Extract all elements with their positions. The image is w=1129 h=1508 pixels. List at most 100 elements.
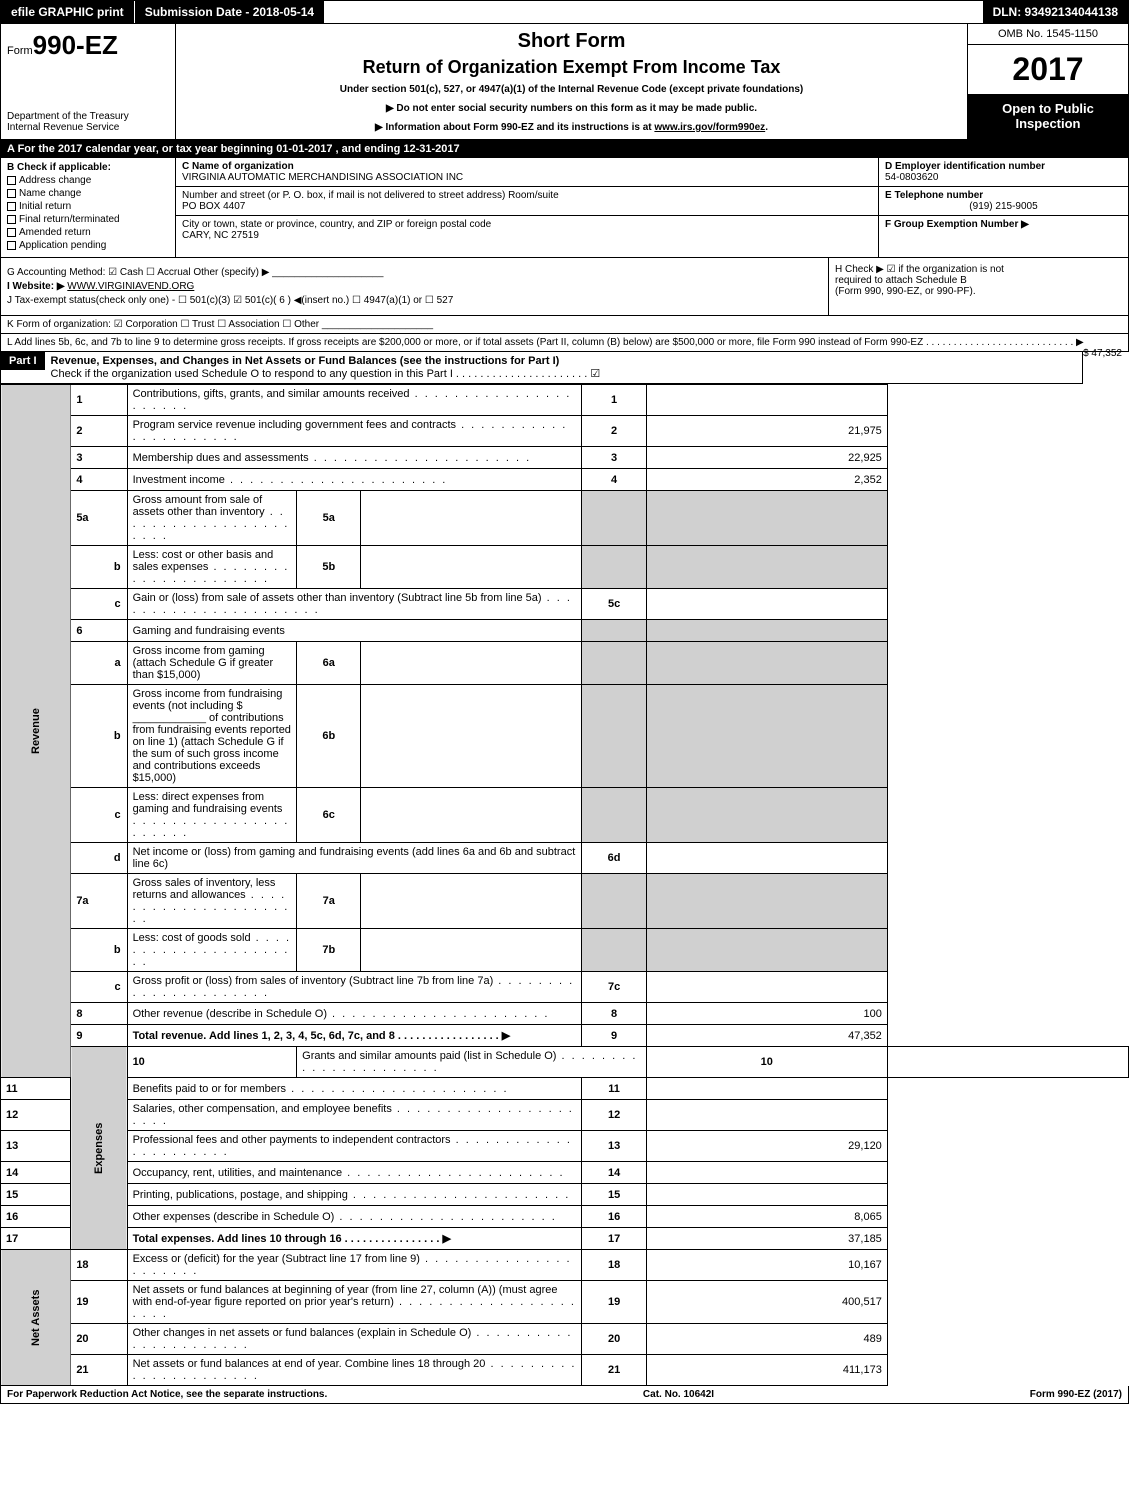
part1-header-row: Part I Revenue, Expenses, and Changes in…	[0, 352, 1083, 384]
col-b-checkboxes: B Check if applicable: Address change Na…	[1, 158, 176, 257]
h-line-3: (Form 990, 990-EZ, or 990-PF).	[835, 286, 1122, 297]
form-prefix: Form	[7, 45, 33, 57]
line-3: 3 Membership dues and assessments 3 22,9…	[1, 447, 1129, 469]
f-label: F Group Exemption Number ▶	[885, 219, 1029, 230]
i-website: I Website: ▶ WWW.VIRGINIAVEND.ORG	[7, 281, 822, 292]
c-street-val: PO BOX 4407	[182, 201, 245, 212]
i-label: I Website: ▶	[7, 281, 65, 292]
col-c: C Name of organization VIRGINIA AUTOMATI…	[176, 158, 878, 257]
line-7b: b Less: cost of goods sold 7b	[1, 929, 1129, 972]
short-form-title: Short Form	[184, 30, 959, 53]
form-number-big: 990-EZ	[33, 30, 118, 60]
h-line-1: H Check ▶ ☑ if the organization is not	[835, 264, 1122, 275]
line-14: 14 Occupancy, rent, utilities, and maint…	[1, 1162, 1129, 1184]
h-line-2: required to attach Schedule B	[835, 275, 1122, 286]
header-note-1: ▶ Do not enter social security numbers o…	[184, 103, 959, 114]
dept-treasury: Department of the Treasury	[7, 111, 169, 122]
l1-num: 1	[71, 385, 127, 416]
side-expenses: Expenses	[71, 1047, 127, 1250]
side-revenue: Revenue	[1, 385, 71, 1078]
top-bar: efile GRAPHIC print Submission Date - 20…	[0, 0, 1129, 24]
col-def: D Employer identification number 54-0803…	[878, 158, 1128, 257]
part1-lines-table: Revenue 1 Contributions, gifts, grants, …	[0, 384, 1129, 1386]
ck-amended-return[interactable]: Amended return	[7, 227, 169, 238]
line-15: 15 Printing, publications, postage, and …	[1, 1184, 1129, 1206]
c-street-row: Number and street (or P. O. box, if mail…	[176, 187, 878, 216]
irs-link[interactable]: www.irs.gov/form990ez	[654, 122, 765, 133]
line-19: 19 Net assets or fund balances at beginn…	[1, 1281, 1129, 1324]
form-header: Form990-EZ Department of the Treasury In…	[0, 24, 1129, 140]
d-label: D Employer identification number	[885, 161, 1045, 172]
line-7c: c Gross profit or (loss) from sales of i…	[1, 972, 1129, 1003]
ck-final-return[interactable]: Final return/terminated	[7, 214, 169, 225]
l-text: L Add lines 5b, 6c, and 7b to line 9 to …	[7, 337, 1084, 348]
part1-title: Revenue, Expenses, and Changes in Net As…	[45, 352, 607, 383]
line-17: 17 Total expenses. Add lines 10 through …	[1, 1228, 1129, 1250]
line-5b: b Less: cost or other basis and sales ex…	[1, 546, 1129, 589]
open-to-public: Open to Public Inspection	[968, 95, 1128, 139]
open-line2: Inspection	[970, 116, 1126, 131]
l1-desc: Contributions, gifts, grants, and simila…	[127, 385, 582, 416]
omb-number: OMB No. 1545-1150	[968, 24, 1128, 45]
section-a-f: A For the 2017 calendar year, or tax yea…	[0, 140, 1129, 258]
header-left: Form990-EZ Department of the Treasury In…	[1, 24, 176, 139]
g-accounting-method: G Accounting Method: ☑ Cash ☐ Accrual Ot…	[7, 267, 822, 278]
gih-row: G Accounting Method: ☑ Cash ☐ Accrual Ot…	[0, 258, 1129, 316]
header-center: Short Form Return of Organization Exempt…	[176, 24, 968, 139]
line-6a: a Gross income from gaming (attach Sched…	[1, 642, 1129, 685]
line-21: 21 Net assets or fund balances at end of…	[1, 1355, 1129, 1386]
line-12: 12 Salaries, other compensation, and emp…	[1, 1100, 1129, 1131]
return-title: Return of Organization Exempt From Incom…	[184, 57, 959, 78]
line-20: 20 Other changes in net assets or fund b…	[1, 1324, 1129, 1355]
line-1: Revenue 1 Contributions, gifts, grants, …	[1, 385, 1129, 416]
line-11: 11 Benefits paid to or for members 11	[1, 1078, 1129, 1100]
dln-label: DLN: 93492134044138	[983, 1, 1128, 23]
side-net-assets: Net Assets	[1, 1250, 71, 1386]
part1-label: Part I	[1, 352, 45, 370]
page-footer: For Paperwork Reduction Act Notice, see …	[0, 1386, 1129, 1404]
line-7a: 7a Gross sales of inventory, less return…	[1, 874, 1129, 929]
line-6c: c Less: direct expenses from gaming and …	[1, 788, 1129, 843]
ck-name-change[interactable]: Name change	[7, 188, 169, 199]
l-gross-receipts: L Add lines 5b, 6c, and 7b to line 9 to …	[0, 334, 1129, 352]
part1-title-bold: Revenue, Expenses, and Changes in Net As…	[51, 355, 560, 367]
line-5c: c Gain or (loss) from sale of assets oth…	[1, 589, 1129, 620]
c-city-val: CARY, NC 27519	[182, 230, 259, 241]
header-note-2: ▶ Information about Form 990-EZ and its …	[184, 122, 959, 133]
line-4: 4 Investment income 4 2,352	[1, 469, 1129, 491]
c-name-row: C Name of organization VIRGINIA AUTOMATI…	[176, 158, 878, 187]
l1-val	[646, 385, 887, 416]
line-5a: 5a Gross amount from sale of assets othe…	[1, 491, 1129, 546]
ck-application-pending[interactable]: Application pending	[7, 240, 169, 251]
j-tax-exempt: J Tax-exempt status(check only one) - ☐ …	[7, 295, 822, 306]
line-13: 13 Professional fees and other payments …	[1, 1131, 1129, 1162]
efile-print-button[interactable]: efile GRAPHIC print	[1, 1, 135, 23]
dept-irs: Internal Revenue Service	[7, 122, 169, 133]
line-10: Expenses 10 Grants and similar amounts p…	[1, 1047, 1129, 1078]
l-value: $ 47,352	[1083, 348, 1122, 359]
ck-address-change[interactable]: Address change	[7, 175, 169, 186]
gih-left: G Accounting Method: ☑ Cash ☐ Accrual Ot…	[1, 258, 828, 315]
l1-col: 1	[582, 385, 646, 416]
website-link[interactable]: WWW.VIRGINIAVEND.ORG	[67, 281, 194, 292]
department-label: Department of the Treasury Internal Reve…	[7, 111, 169, 133]
c-org-name: VIRGINIA AUTOMATIC MERCHANDISING ASSOCIA…	[182, 172, 463, 183]
ck-initial-return[interactable]: Initial return	[7, 201, 169, 212]
line-6: 6 Gaming and fundraising events	[1, 620, 1129, 642]
form-number: Form990-EZ	[7, 30, 169, 61]
h-box: H Check ▶ ☑ if the organization is not r…	[828, 258, 1128, 315]
line-8: 8 Other revenue (describe in Schedule O)…	[1, 1003, 1129, 1025]
submission-date-button[interactable]: Submission Date - 2018-05-14	[135, 1, 325, 23]
footer-center: Cat. No. 10642I	[643, 1389, 714, 1400]
line-9: 9 Total revenue. Add lines 1, 2, 3, 4, 5…	[1, 1025, 1129, 1047]
line-18: Net Assets 18 Excess or (deficit) for th…	[1, 1250, 1129, 1281]
footer-right: Form 990-EZ (2017)	[1030, 1389, 1122, 1400]
f-group-exemption: F Group Exemption Number ▶	[879, 216, 1128, 233]
under-section: Under section 501(c), 527, or 4947(a)(1)…	[184, 84, 959, 95]
line-6b: b Gross income from fundraising events (…	[1, 685, 1129, 788]
b-label: B Check if applicable:	[7, 162, 111, 173]
open-line1: Open to Public	[970, 101, 1126, 116]
d-ein: D Employer identification number 54-0803…	[879, 158, 1128, 187]
line-a-calendar-year: A For the 2017 calendar year, or tax yea…	[1, 140, 1128, 158]
c-city-label: City or town, state or province, country…	[182, 219, 491, 230]
